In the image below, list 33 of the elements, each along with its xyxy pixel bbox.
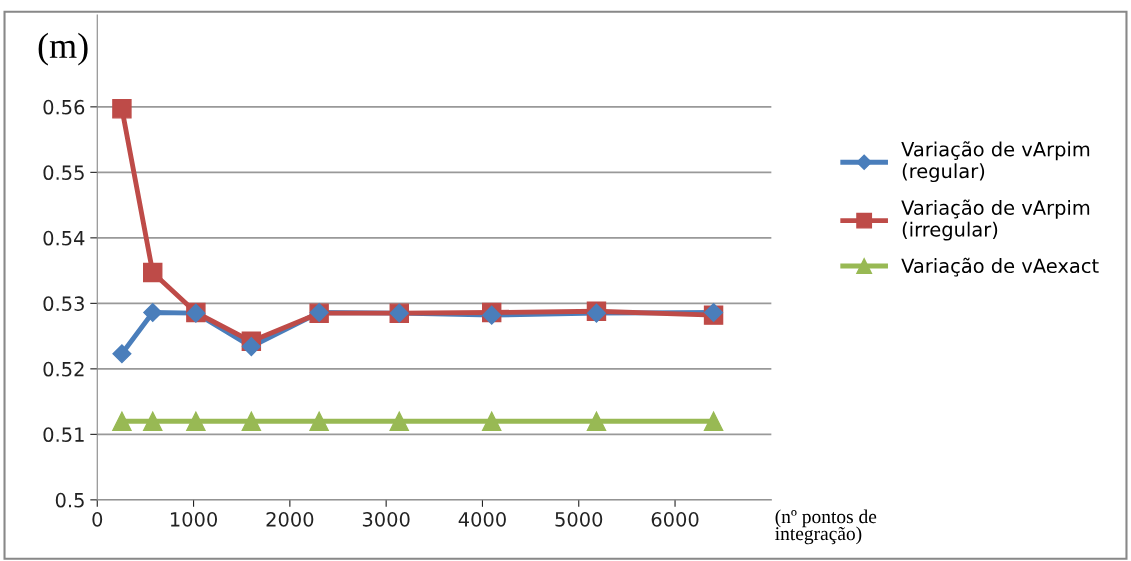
y-tick-label: 0.52	[43, 361, 84, 377]
y-tick-label: 0.55	[43, 165, 84, 181]
x-tick-label: 1000	[170, 512, 218, 527]
x-tick-label: 6000	[651, 512, 699, 527]
y-tick-label: 0.54	[43, 230, 85, 246]
point	[481, 411, 502, 431]
legend-label: Variação de vArpim (irregular)	[901, 199, 1090, 241]
y-tick-label: 0.51	[43, 427, 84, 443]
x-axis-title: (nº pontos de integração)	[775, 509, 877, 545]
point	[143, 262, 163, 283]
point	[112, 344, 132, 364]
point	[186, 411, 206, 431]
x-tick-label: 0	[92, 512, 103, 527]
point	[241, 411, 262, 431]
point	[586, 411, 607, 431]
point	[143, 411, 163, 431]
point	[112, 411, 132, 431]
point	[241, 337, 261, 357]
x-tick-label: 3000	[362, 512, 410, 527]
legend-label: Variação de vArpim (regular)	[901, 141, 1090, 183]
point	[309, 411, 329, 431]
point	[703, 411, 724, 431]
y-tick-label: 0.56	[43, 99, 85, 115]
x-tick-label: 4000	[458, 512, 506, 527]
point	[389, 411, 409, 431]
legend-label: Variação de vAexact	[901, 257, 1099, 277]
point	[112, 99, 132, 119]
y-tick-label: 0.53	[43, 296, 84, 312]
y-axis-title: (m)	[38, 32, 88, 66]
x-tick-label: 5000	[555, 512, 603, 527]
x-tick-label: 2000	[266, 512, 314, 527]
y-tick-label: 0.5	[55, 492, 84, 508]
point	[143, 302, 163, 323]
